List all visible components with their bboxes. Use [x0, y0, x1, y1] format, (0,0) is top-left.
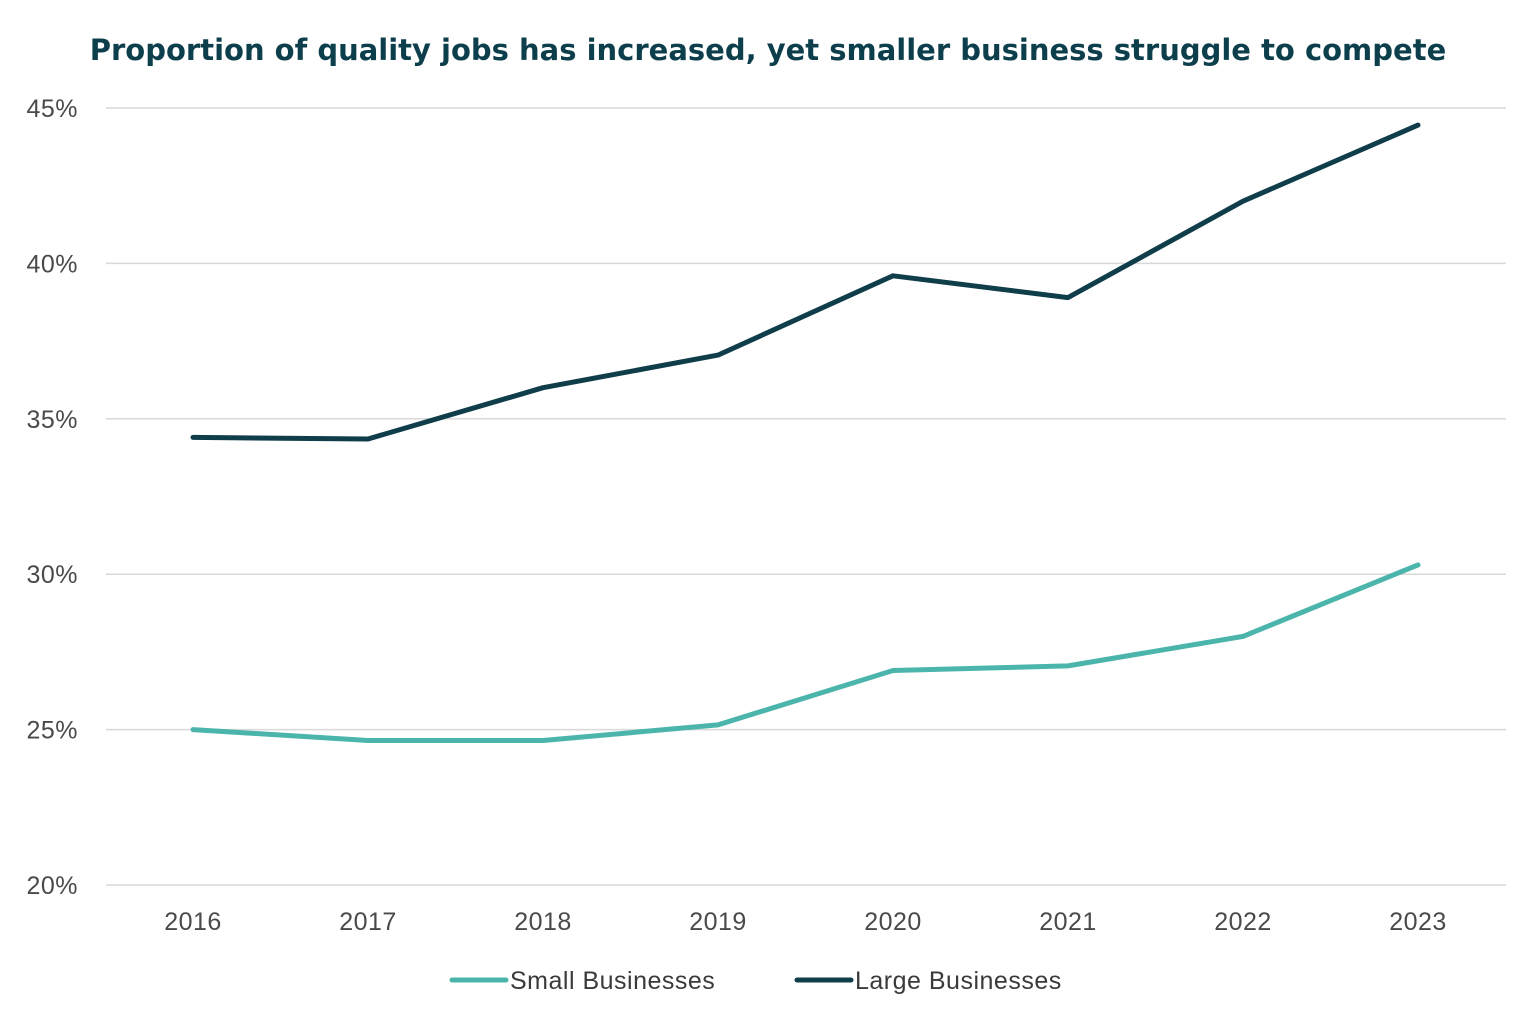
- x-tick-label: 2020: [864, 908, 922, 936]
- chart-title: Proportion of quality jobs has increased…: [90, 33, 1447, 67]
- series-lines: [190, 122, 1421, 743]
- x-tick-label: 2021: [1039, 908, 1097, 936]
- legend-label-large-businesses: Large Businesses: [855, 967, 1062, 995]
- gridlines: [106, 107, 1506, 886]
- y-tick-label: 45%: [26, 95, 78, 123]
- x-tick-label: 2018: [514, 908, 572, 936]
- y-tick-label: 35%: [26, 406, 78, 434]
- x-tick-label: 2022: [1214, 908, 1272, 936]
- series-line-large-businesses: [190, 122, 1421, 442]
- y-axis-ticks: 20% 25% 30% 35% 40% 45%: [26, 95, 78, 900]
- legend: Small Businesses Large Businesses: [449, 967, 1062, 995]
- y-tick-label: 20%: [26, 872, 78, 900]
- x-axis-ticks: 2016 2017 2018 2019 2020 2021 2022 2023: [164, 908, 1447, 936]
- x-tick-label: 2023: [1389, 908, 1447, 936]
- y-tick-label: 30%: [26, 561, 78, 589]
- y-tick-label: 40%: [26, 250, 78, 278]
- x-tick-label: 2019: [689, 908, 747, 936]
- x-tick-label: 2016: [164, 908, 222, 936]
- y-tick-label: 25%: [26, 717, 78, 745]
- legend-label-small-businesses: Small Businesses: [510, 967, 715, 995]
- series-line-small-businesses: [190, 562, 1421, 743]
- x-tick-label: 2017: [339, 908, 397, 936]
